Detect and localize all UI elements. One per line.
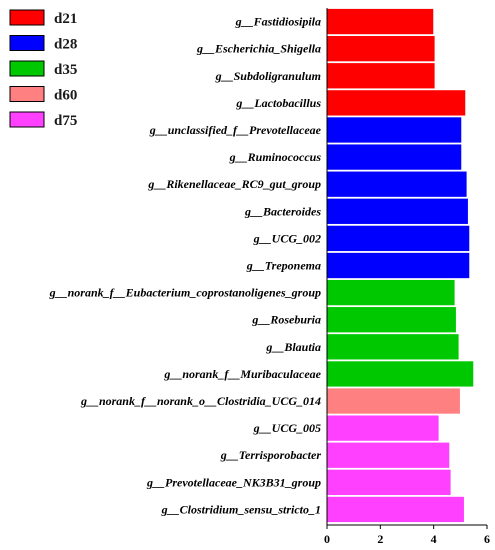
bar-19 [326,495,465,523]
bar-18 [326,468,452,496]
category-label: g__Clostridium_sensu_stricto_1 [161,502,321,516]
legend-swatch-d28 [9,35,45,51]
bar-15 [326,387,461,415]
legend-swatch-d35 [9,60,45,77]
bar-12 [326,306,457,334]
bar-3 [326,62,436,90]
legend-label-d35: d35 [54,62,77,78]
bar-17 [326,441,451,469]
bar-14 [326,360,475,388]
legend-label-d21: d21 [54,11,77,27]
bar-10 [326,252,471,279]
bar-2 [326,35,436,63]
category-label: g__UCG_005 [253,421,321,435]
bar-16 [326,414,440,442]
legend-swatch-d60 [9,86,45,102]
x-tick-label: 6 [484,532,490,546]
bar-13 [326,333,460,361]
category-label: g__Roseburia [251,313,321,327]
legend-swatch-d75 [9,111,45,128]
category-label: g__unclassified_f__Prevotellaceae [149,123,322,137]
bar-11 [326,279,456,307]
legend-swatch-d21 [9,9,45,26]
category-label: g__Fastidiosipila [235,15,321,29]
x-axis: 0 2 4 6 [324,8,490,546]
category-label: g__norank_f__Eubacterium_coprostanoligen… [49,286,321,300]
category-label: g__Lactobacillus [235,96,321,110]
category-label: g__Blautia [265,340,321,354]
x-tick-label: 4 [431,532,437,546]
bar-7 [326,170,468,198]
category-label: g__Treponema [246,259,321,273]
bars [326,8,475,523]
bar-4 [326,89,467,117]
bar-9 [326,224,471,252]
category-label: g__Escherichia_Shigella [196,42,321,56]
category-label: g__Bacteroides [244,204,321,218]
bar-8 [326,197,469,225]
category-label: g__Prevotellaceae_NK3B31_group [146,475,321,489]
bar-1 [326,8,435,36]
category-label: g__norank_f__Muribaculaceae [163,367,321,381]
bar-5 [326,116,463,144]
category-label: g__Subdoligranulum [215,69,321,83]
category-label: g__UCG_002 [253,231,321,245]
x-tick-label: 0 [324,532,330,546]
category-label: g__Ruminococcus [229,150,322,164]
legend: d21 d28 d35 d60 d75 [9,9,77,129]
category-label: g__Rikenellaceae_RC9_gut_group [147,177,321,191]
legend-label-d60: d60 [54,88,77,104]
legend-label-d75: d75 [54,113,77,129]
category-label: g__Terrisporobacter [220,448,322,462]
bar-6 [326,143,463,171]
category-labels: g__Fastidiosipila g__Escherichia_Shigella… [49,15,322,517]
legend-label-d28: d28 [54,37,77,53]
x-tick-label: 2 [377,532,383,546]
category-label: g__norank_f__norank_o__Clostridia_UCG_01… [80,394,321,408]
